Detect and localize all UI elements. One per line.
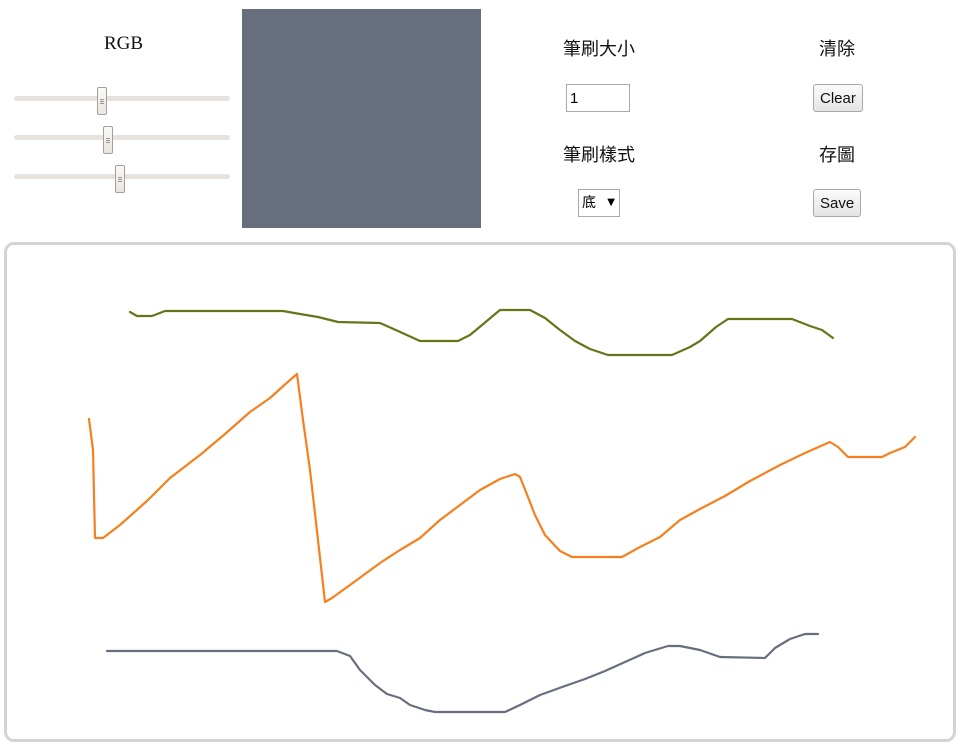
rgb-label: RGB (104, 33, 144, 54)
clear-label: 清除 (819, 39, 855, 60)
slate-stroke (105, 632, 820, 714)
dropdown-arrow-icon: ▼ (607, 197, 615, 208)
blue-slider[interactable] (14, 165, 230, 193)
blue-slider-thumb[interactable] (115, 165, 125, 193)
clear-button[interactable]: Clear (813, 84, 863, 112)
red-slider-thumb[interactable] (97, 87, 107, 115)
brush-size-input[interactable] (566, 84, 630, 112)
brush-style-select[interactable]: 底 ▼ (578, 189, 620, 217)
green-slider-track (14, 135, 230, 140)
green-slider-thumb[interactable] (103, 126, 113, 154)
save-button[interactable]: Save (813, 189, 862, 217)
olive-stroke (128, 308, 835, 357)
toolbar: RGB 筆刷大小 筆刷樣式 底 ▼ 清除 Clear 存圖 Save (0, 0, 960, 240)
red-slider[interactable] (14, 87, 230, 115)
orange-stroke (87, 372, 917, 604)
brush-size-label: 筆刷大小 (563, 39, 635, 60)
save-label: 存圖 (819, 145, 855, 166)
brush-style-label: 筆刷樣式 (563, 145, 635, 166)
green-slider[interactable] (14, 126, 230, 154)
color-preview-swatch (242, 9, 481, 228)
drawing-canvas[interactable] (4, 242, 956, 742)
brush-style-selected-value: 底 (582, 195, 596, 211)
drawing-surface (87, 308, 917, 714)
red-slider-track (14, 96, 230, 101)
